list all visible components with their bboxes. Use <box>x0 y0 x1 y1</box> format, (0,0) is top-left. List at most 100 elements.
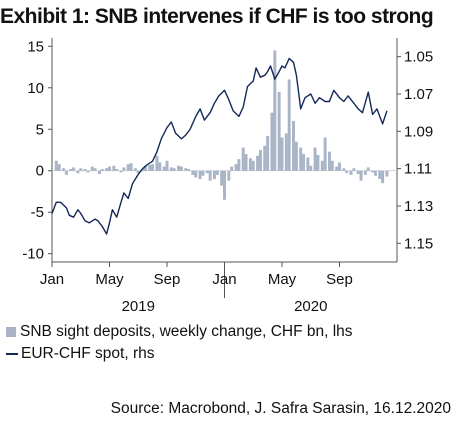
left-tick-label: 10 <box>27 80 44 97</box>
bar <box>352 168 356 171</box>
bar <box>263 145 267 171</box>
bar <box>155 155 159 171</box>
bar <box>371 170 375 173</box>
x-tick-label: Sep <box>326 271 353 288</box>
bar <box>342 168 346 171</box>
bar <box>119 170 123 173</box>
bar <box>299 147 303 171</box>
legend-label-bars: SNB sight deposits, weekly change, CHF b… <box>20 323 353 340</box>
bar <box>223 170 226 200</box>
left-tick-label: 0 <box>36 163 44 180</box>
bar <box>205 170 209 174</box>
bar <box>309 165 313 171</box>
year-label: 2019 <box>122 298 155 315</box>
bar <box>335 166 339 171</box>
x-tick-label: Jan <box>212 271 236 288</box>
right-tick-label: 1.07 <box>404 86 433 103</box>
left-tick-label: -5 <box>31 204 44 221</box>
bar <box>86 170 90 173</box>
left-tick-label: 15 <box>27 38 44 55</box>
bar <box>151 164 155 171</box>
legend: SNB sight deposits, weekly change, CHF b… <box>6 321 353 365</box>
eur-chf-line <box>51 57 388 235</box>
bar <box>133 168 137 171</box>
bar <box>64 170 68 175</box>
bar <box>194 170 198 178</box>
bar <box>349 170 353 175</box>
bar <box>162 166 166 171</box>
bar <box>292 120 295 171</box>
bar <box>201 170 205 176</box>
bar <box>141 169 145 171</box>
bar <box>126 164 130 171</box>
chart: -10 -5 0 5 10 15 1.05 1.07 1.09 1.11 1.13 1.15 Jan Ma… <box>22 38 433 315</box>
bar <box>244 154 248 171</box>
bar <box>366 167 370 171</box>
bar <box>115 169 119 171</box>
bar <box>320 160 324 171</box>
bar <box>191 170 195 175</box>
bar <box>280 137 284 171</box>
bar <box>294 141 298 171</box>
bar <box>69 169 73 171</box>
legend-item-bars: SNB sight deposits, weekly change, CHF b… <box>6 321 353 343</box>
bar <box>57 164 61 171</box>
bar <box>251 160 255 171</box>
chart-axes <box>48 38 401 298</box>
bar <box>212 170 216 180</box>
bar <box>169 167 173 171</box>
bar <box>90 166 94 171</box>
bar <box>256 155 260 171</box>
bar <box>381 170 385 184</box>
legend-line-swatch-icon <box>6 353 18 355</box>
bar <box>76 170 80 174</box>
bar <box>378 170 382 180</box>
bar <box>108 166 111 171</box>
bar <box>215 170 219 175</box>
right-tick-label: 1.11 <box>404 161 432 178</box>
bar <box>62 168 65 171</box>
bar <box>338 162 341 171</box>
bar <box>143 165 147 171</box>
bar <box>287 79 291 171</box>
bar <box>373 170 377 176</box>
bar <box>234 164 238 171</box>
bar <box>83 169 87 171</box>
bar <box>220 170 224 186</box>
bar <box>136 170 140 174</box>
bar <box>93 168 97 171</box>
bar <box>97 170 101 175</box>
bar <box>100 169 104 171</box>
bar <box>54 160 58 171</box>
bar <box>79 168 83 171</box>
right-tick-label: 1.15 <box>404 235 433 252</box>
bar <box>313 147 317 171</box>
bar <box>230 166 234 171</box>
bar <box>323 137 327 171</box>
bar <box>172 168 176 171</box>
bar <box>198 170 202 180</box>
legend-bar-swatch-icon <box>6 327 16 337</box>
bar <box>266 135 270 171</box>
bar <box>327 151 331 171</box>
bar <box>129 163 133 171</box>
bar <box>148 164 152 171</box>
x-tick-label: Jan <box>40 271 64 288</box>
bar <box>237 159 241 171</box>
bar <box>227 170 231 181</box>
bar <box>363 170 367 175</box>
bar <box>165 160 169 171</box>
bar <box>177 165 180 171</box>
bar-series-sight-deposits <box>54 50 389 200</box>
bar <box>248 158 252 171</box>
bar <box>284 133 288 171</box>
left-tick-label: -10 <box>22 246 44 263</box>
right-tick-label: 1.13 <box>404 198 433 215</box>
bar <box>184 168 188 171</box>
bar <box>273 50 277 171</box>
bar <box>122 167 126 171</box>
right-tick-label: 1.05 <box>404 49 433 66</box>
x-tick-label: May <box>95 271 124 288</box>
legend-label-line: EUR-CHF spot, rhs <box>21 345 155 362</box>
bar <box>208 170 212 181</box>
